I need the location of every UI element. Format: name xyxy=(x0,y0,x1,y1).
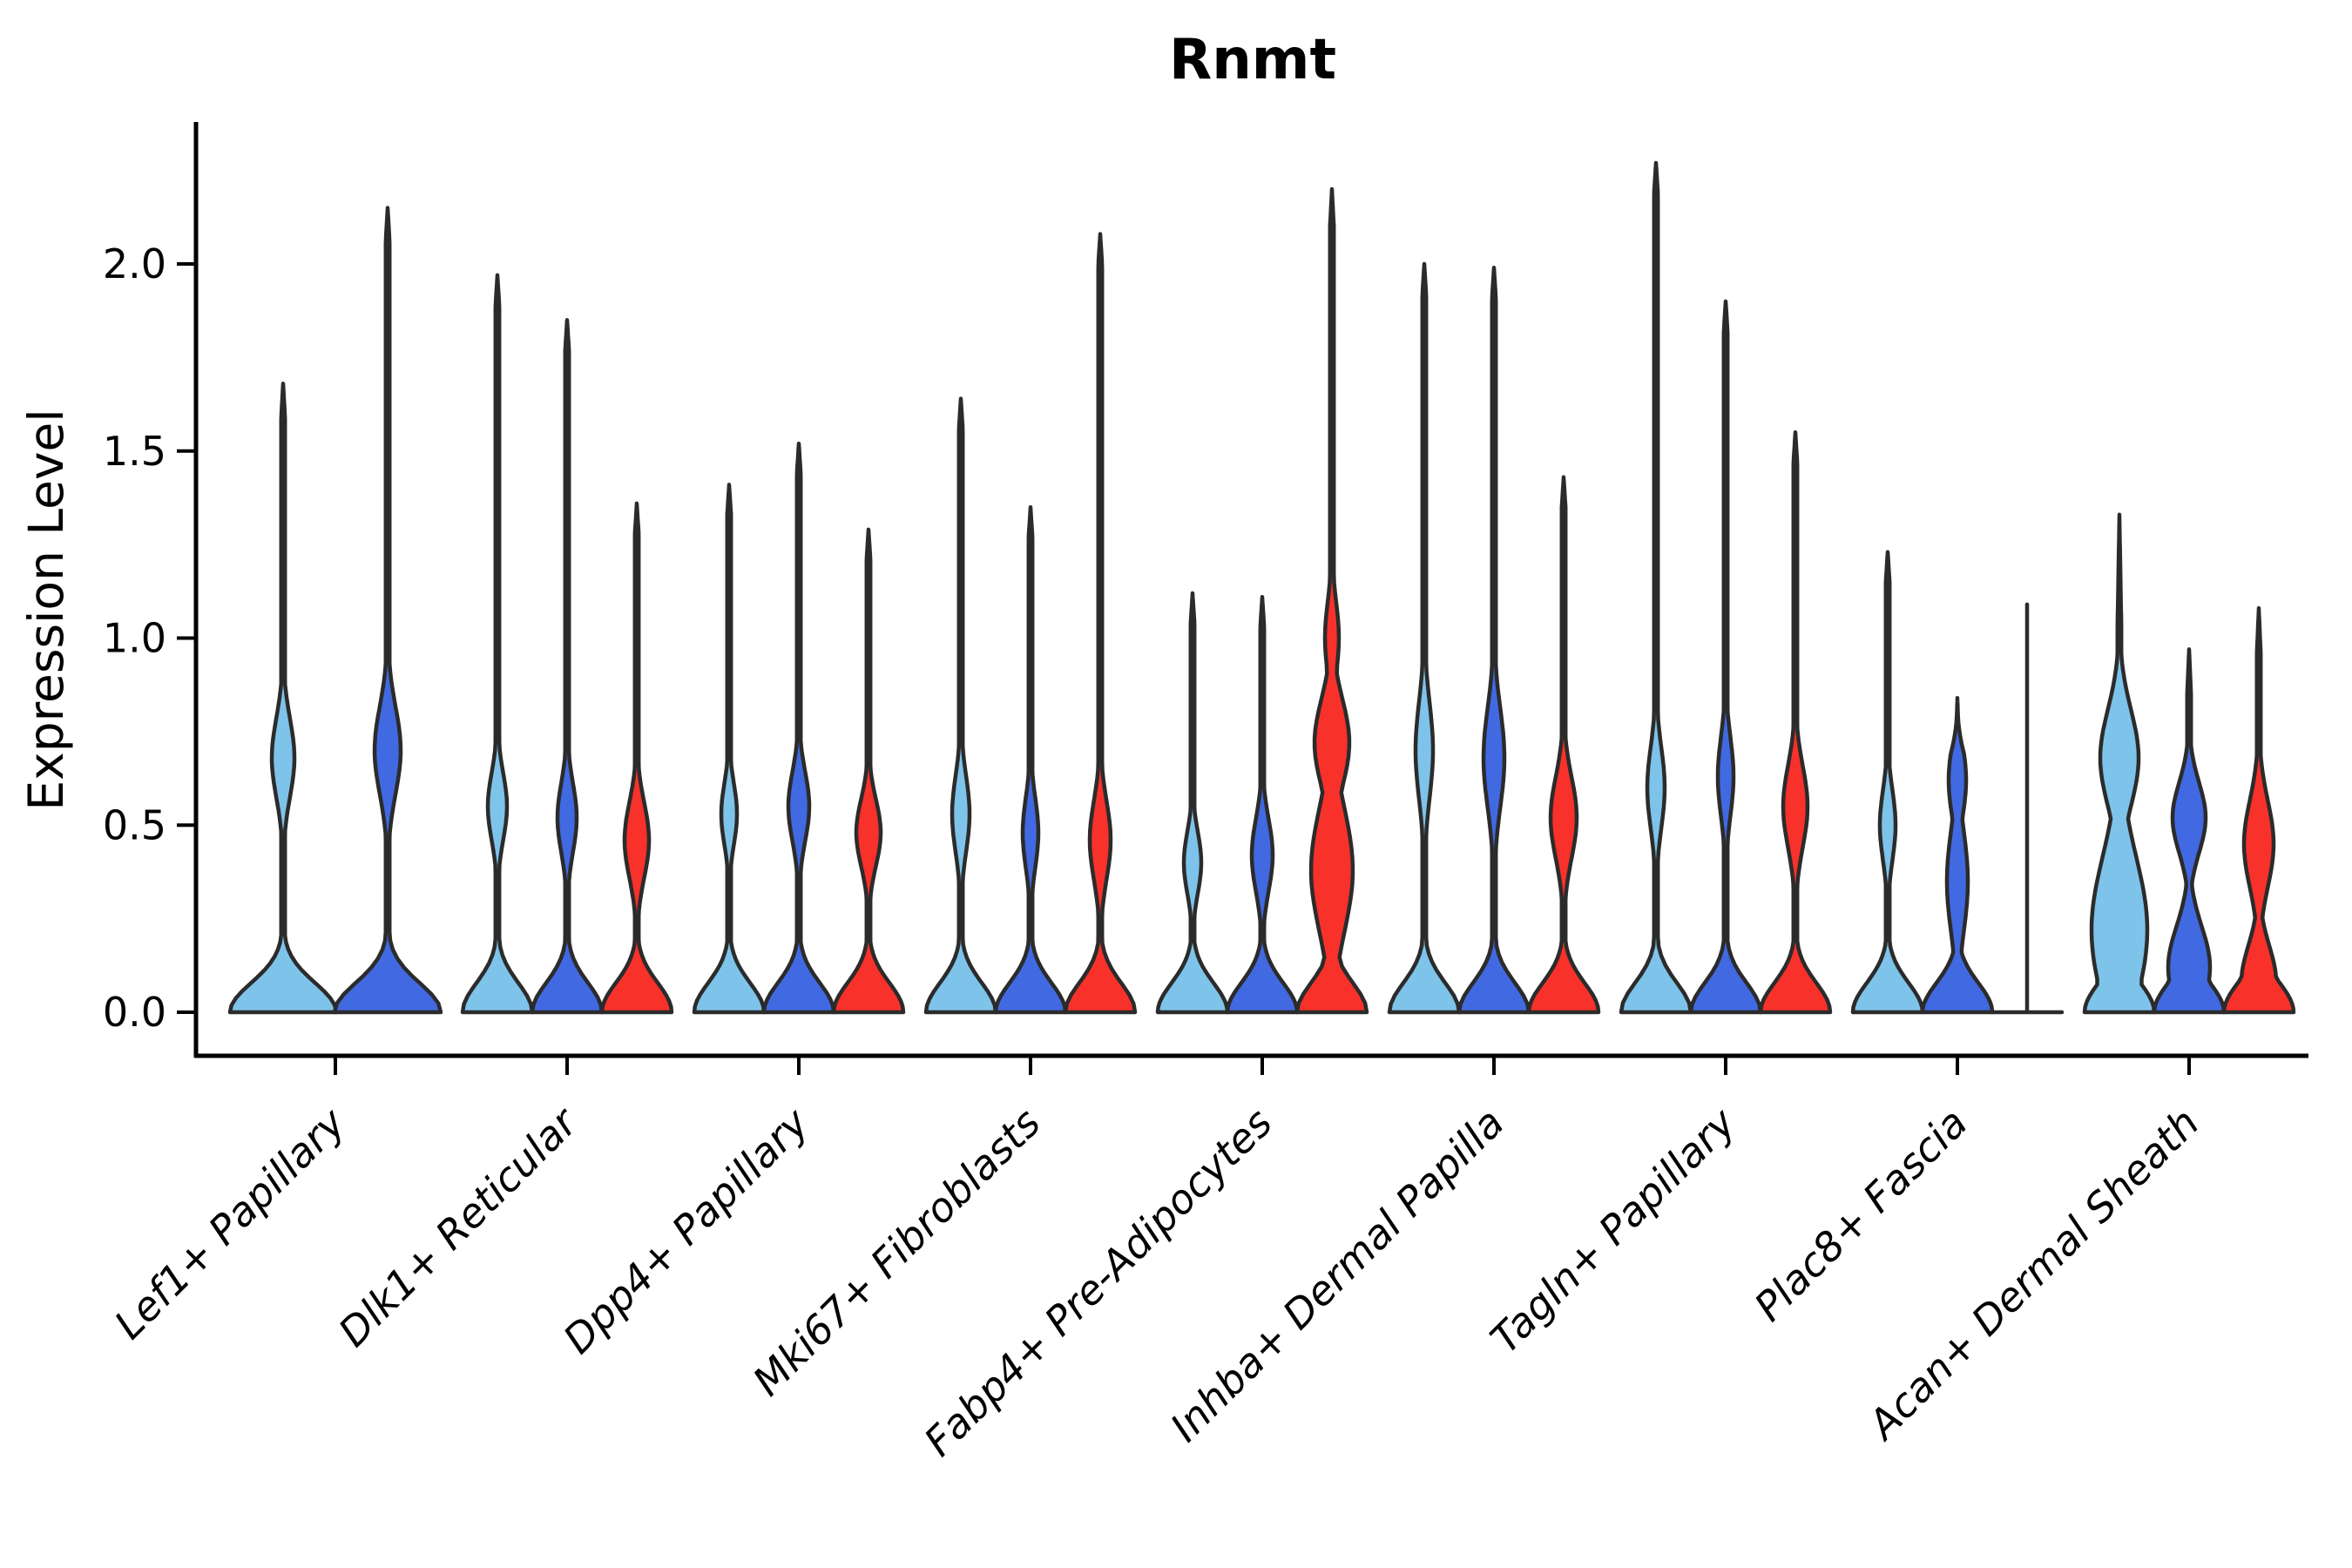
x-tick-label: Dlk1+ Reticular xyxy=(329,1097,588,1355)
violin xyxy=(227,382,339,1015)
x-tick-label: Plac8+ Fascia xyxy=(1745,1099,1976,1330)
chart-title: Rnmt xyxy=(1169,28,1336,92)
y-tick-label: 1.0 xyxy=(103,615,166,662)
violin xyxy=(1387,261,1462,1015)
violin xyxy=(1155,591,1230,1015)
violin xyxy=(1688,299,1763,1015)
y-tick-label: 0.0 xyxy=(103,989,166,1036)
violin xyxy=(1294,186,1369,1015)
violin xyxy=(1850,550,1925,1015)
violin xyxy=(1920,695,1995,1015)
y-tick-label: 1.5 xyxy=(103,428,166,475)
violins-layer xyxy=(227,160,2296,1015)
violin xyxy=(761,441,836,1015)
violin xyxy=(1063,232,1138,1015)
y-axis-label: Expression Level xyxy=(18,409,74,810)
violin xyxy=(2152,647,2227,1015)
violin xyxy=(332,206,443,1015)
violin xyxy=(1225,595,1300,1015)
violin xyxy=(2082,512,2157,1015)
x-tick-label: Lef1+ Papillary xyxy=(105,1098,355,1348)
violin xyxy=(460,273,535,1015)
violin xyxy=(993,504,1068,1015)
violin xyxy=(530,318,605,1015)
y-tick-label: 2.0 xyxy=(103,240,166,287)
violin xyxy=(692,483,767,1015)
violin xyxy=(2221,605,2296,1015)
violin-flat xyxy=(1990,602,2065,1015)
y-tick-label: 0.5 xyxy=(103,801,166,848)
violin xyxy=(831,527,906,1015)
x-tick-label: Dpp4+ Papillary xyxy=(554,1098,818,1362)
violin xyxy=(599,501,674,1015)
violin xyxy=(1526,475,1601,1015)
violin xyxy=(923,396,998,1015)
violin xyxy=(1456,266,1531,1015)
violin xyxy=(1619,160,1693,1015)
violin xyxy=(1758,430,1833,1015)
x-tick-label: Tagln+ Papillary xyxy=(1481,1098,1745,1362)
